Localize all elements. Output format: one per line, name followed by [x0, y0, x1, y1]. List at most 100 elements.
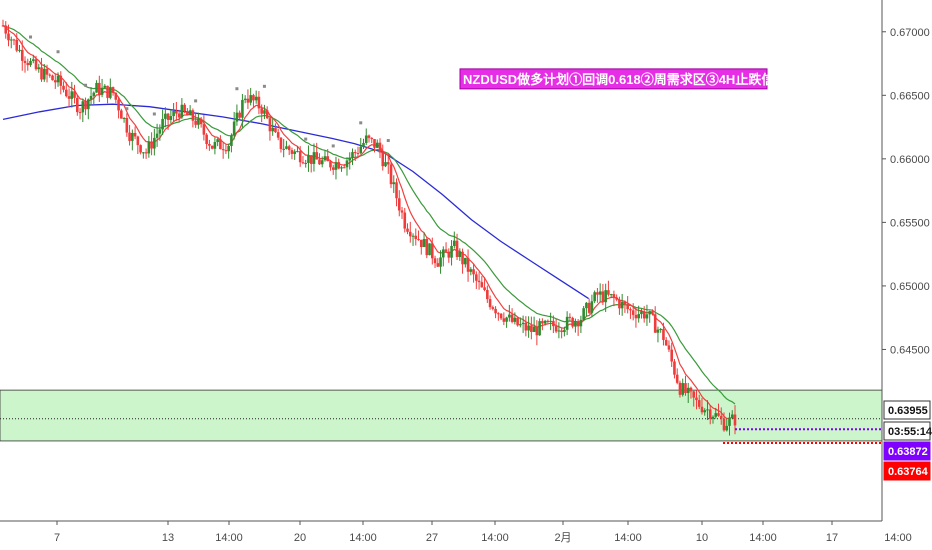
- candle-body: [711, 416, 715, 419]
- candle-body: [235, 112, 239, 122]
- candle-body: [334, 162, 338, 170]
- trade-plan-annotation[interactable]: NZDUSD做多计划①回调0.618②周需求区③4H止跌信号: [459, 68, 787, 90]
- candle-body: [381, 152, 385, 167]
- projection-lines: [723, 428, 882, 444]
- time-tick-label: 14:00: [884, 532, 912, 544]
- candle-body: [670, 349, 674, 362]
- candle-body: [257, 96, 261, 109]
- candle-body: [384, 162, 387, 167]
- candle-body: [378, 142, 382, 153]
- candle-body: [516, 317, 519, 326]
- candle-body: [76, 97, 79, 113]
- time-axis[interactable]: 7 13 14:00 20 14:00 27 14:00 2月 14:00 10 14:00 17 14…: [0, 520, 912, 544]
- candle-body: [169, 116, 173, 120]
- price-tick-label: 0.64500: [890, 344, 930, 356]
- candle-body: [348, 157, 352, 161]
- price-label-box: [883, 400, 931, 420]
- candle-body: [538, 321, 541, 336]
- signal-marker: [84, 83, 88, 87]
- candle-body: [403, 212, 407, 229]
- candle-body: [527, 325, 530, 331]
- candle-body: [125, 117, 129, 133]
- candle-body: [276, 132, 280, 138]
- candle-body: [59, 75, 63, 86]
- price-label-text: 0.63872: [888, 446, 928, 458]
- candle-body: [221, 149, 225, 151]
- price-label-text: 03:55:14: [888, 426, 932, 438]
- candle-body: [268, 118, 272, 132]
- candle-body: [436, 263, 440, 267]
- candle-body: [612, 294, 616, 298]
- candle-body: [678, 382, 682, 395]
- price-label-box: [883, 421, 931, 441]
- candle-body: [428, 243, 431, 256]
- candle-body: [631, 310, 635, 315]
- candle-body: [601, 291, 605, 303]
- candle-body: [7, 33, 10, 41]
- candle-body: [337, 162, 341, 169]
- candle-body: [307, 155, 310, 164]
- time-tick-label: 2月: [554, 532, 571, 544]
- ma-slow-line: [2, 103, 589, 300]
- candle-body: [604, 290, 607, 303]
- candle-body: [623, 301, 627, 305]
- candle-body: [161, 118, 164, 130]
- signal-marker: [331, 144, 335, 148]
- candle-body: [194, 120, 197, 125]
- candle-body: [530, 325, 533, 332]
- candle-body: [395, 182, 398, 199]
- candle-body: [51, 75, 54, 81]
- time-tick-label: 14:00: [481, 532, 509, 544]
- candle-body: [502, 318, 506, 322]
- candle-body: [406, 228, 409, 232]
- candle-body: [252, 95, 255, 101]
- candle-body: [510, 314, 514, 322]
- candle-body: [260, 108, 263, 114]
- candle-body: [136, 136, 140, 146]
- candle-body: [488, 299, 492, 308]
- candle-body: [486, 290, 489, 300]
- candle-body: [450, 245, 453, 258]
- candle-body: [549, 320, 552, 323]
- candle-body: [114, 92, 118, 100]
- candle-body: [139, 145, 142, 153]
- candle-body: [455, 240, 459, 257]
- candle-body: [312, 152, 316, 164]
- candle-body: [400, 210, 404, 213]
- signal-marker: [235, 87, 239, 91]
- price-label-text: 0.63955: [888, 405, 928, 417]
- candle-body: [315, 152, 319, 160]
- candle-body: [9, 39, 13, 41]
- candle-body: [546, 320, 550, 323]
- candle-body: [62, 85, 65, 90]
- candle-body: [205, 134, 208, 144]
- candle-body: [103, 85, 107, 88]
- candle-body: [480, 282, 484, 288]
- candle-body: [265, 110, 269, 119]
- candle-body: [37, 67, 41, 70]
- candle-body: [243, 98, 247, 100]
- candle-body: [582, 308, 585, 320]
- price-label-box: [883, 461, 931, 481]
- candle-body: [414, 235, 418, 240]
- time-tick-label: 27: [426, 532, 438, 544]
- candle-body: [483, 287, 486, 291]
- candle-body: [177, 113, 181, 118]
- candle-body: [87, 99, 90, 110]
- candle-body: [417, 239, 420, 241]
- candle-body: [48, 74, 52, 76]
- candle-body: [340, 167, 343, 169]
- candle-body: [722, 418, 726, 431]
- candle-body: [117, 99, 120, 111]
- price-tick-label: 0.66000: [890, 154, 930, 166]
- candle-body: [475, 274, 478, 281]
- candle-body: [697, 400, 701, 407]
- candle-body: [664, 339, 668, 346]
- time-tick-label: 14:00: [349, 532, 377, 544]
- candle-body: [447, 251, 451, 258]
- price-axis[interactable]: 0.67000 0.66500 0.66000 0.65500 0.65000 0.645…: [881, 0, 930, 521]
- candle-body: [359, 146, 363, 154]
- candle-body: [565, 316, 569, 330]
- candle-body: [719, 415, 723, 419]
